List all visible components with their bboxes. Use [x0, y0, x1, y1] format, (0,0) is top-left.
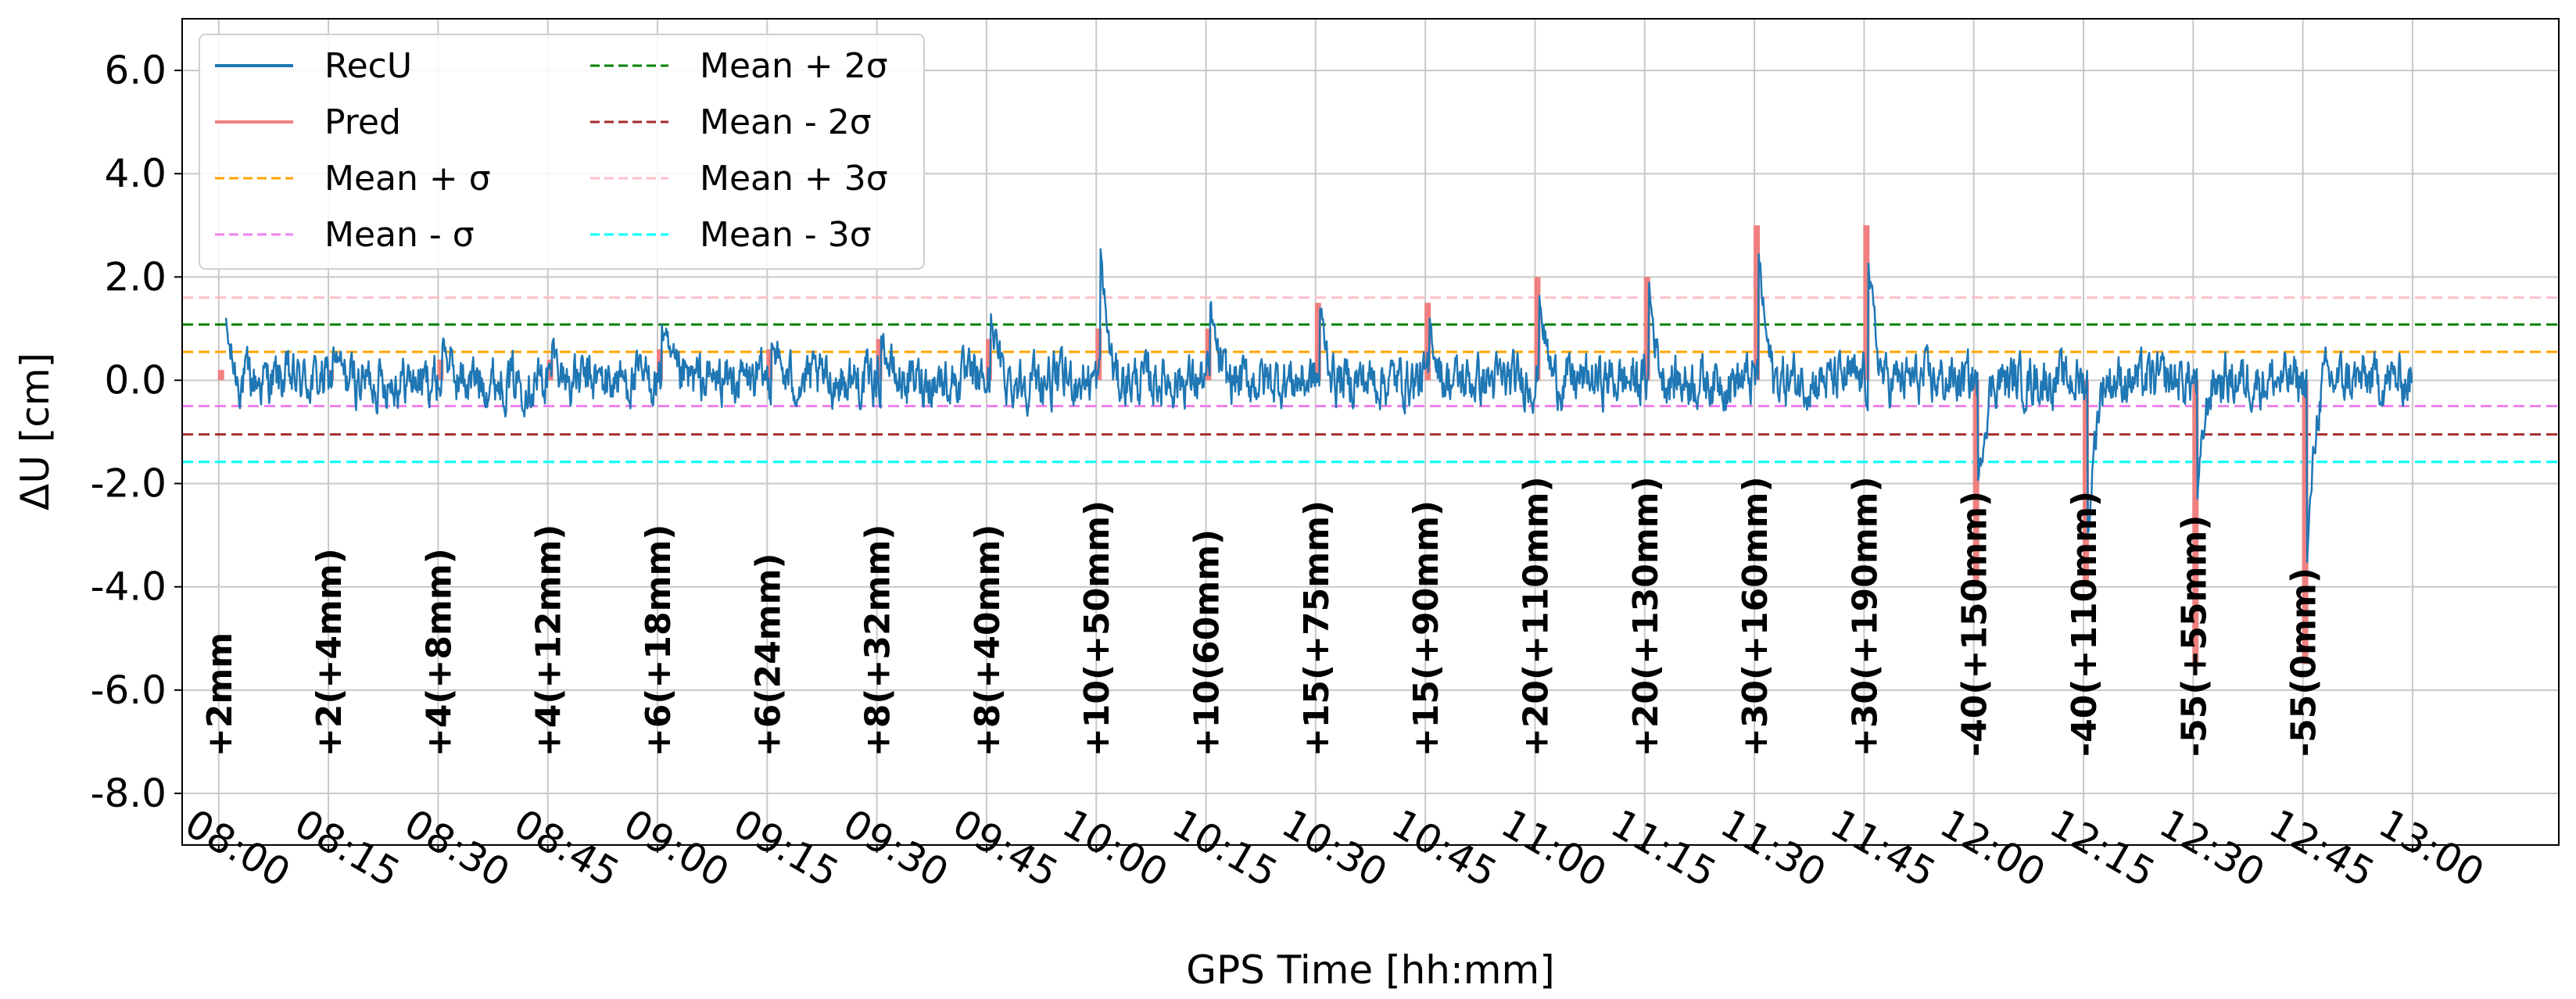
- y-tick-label: -6.0: [90, 668, 167, 713]
- legend-label: Mean + 2σ: [700, 46, 888, 86]
- pred-bar: [2083, 380, 2089, 587]
- event-label: +15(+90mm): [1406, 500, 1446, 757]
- pred-bar: [2302, 380, 2309, 664]
- pred-bar: [1754, 225, 1761, 381]
- recu-series: [224, 248, 2413, 564]
- pred-bar: [766, 349, 773, 381]
- y-tick-label: 0.0: [104, 357, 167, 403]
- event-label: +30(+160mm): [1736, 476, 1775, 757]
- event-label: -40(+110mm): [2065, 491, 2105, 757]
- legend-label: Mean - 3σ: [700, 215, 872, 255]
- pred-bar: [985, 338, 992, 381]
- y-tick-label: -4.0: [90, 564, 167, 610]
- pred-bar: [876, 338, 883, 381]
- event-label: +4(+8mm): [419, 548, 459, 757]
- event-label: +20(+110mm): [1516, 476, 1556, 757]
- legend-label: Mean + σ: [324, 159, 491, 199]
- pred-bar: [1643, 277, 1650, 381]
- recu-line: [224, 248, 2413, 564]
- legend-box: [199, 34, 925, 270]
- legend-label: Mean - 2σ: [700, 102, 872, 142]
- y-tick-label: 4.0: [104, 151, 167, 196]
- event-label: +4(+12mm): [529, 525, 569, 757]
- event-label: -55(+55mm): [2174, 515, 2214, 757]
- event-label: +6(+18mm): [639, 525, 679, 757]
- event-label: +2mm: [200, 632, 240, 757]
- reference-lines: [182, 296, 2559, 464]
- event-annotations: +2mm +2(+4mm) +4(+8mm) +4(+12mm) +6(+18mm) +6…: [200, 476, 2324, 757]
- legend-label: Mean + 3σ: [700, 159, 888, 199]
- event-label: -40(+150mm): [1955, 491, 1995, 757]
- event-label: +10(60mm): [1188, 529, 1227, 757]
- pred-bar: [1424, 303, 1431, 381]
- y-tick-label: -8.0: [90, 771, 167, 816]
- y-axis: 6.0 4.0 2.0 0.0 -2.0 -4.0 -6.0 -8.0: [90, 48, 182, 816]
- legend-label: RecU: [324, 46, 412, 86]
- y-axis-label: ΔU [cm]: [13, 353, 58, 510]
- event-label: +6(24mm): [748, 553, 788, 757]
- pred-bar: [1095, 328, 1102, 381]
- legend-label: Pred: [324, 102, 401, 142]
- y-tick-label: 6.0: [104, 48, 167, 93]
- pred-bar: [1972, 380, 1979, 587]
- pred-bar: [1314, 303, 1321, 381]
- plot-frame: [181, 18, 2560, 846]
- event-label: +2(+4mm): [310, 548, 349, 757]
- legend-label: Mean - σ: [324, 215, 475, 255]
- legend: RecU Pred Mean + σ Mean - σ Mean + 2σ Mean - …: [199, 34, 925, 270]
- event-label: +30(+190mm): [1845, 476, 1885, 757]
- event-label: +15(+75mm): [1297, 500, 1337, 757]
- y-tick-label: 2.0: [104, 254, 167, 299]
- pred-bar: [217, 370, 224, 381]
- event-label: +8(+32mm): [858, 525, 898, 757]
- event-label: +20(+130mm): [1626, 476, 1666, 757]
- event-label: +8(+40mm): [968, 525, 1008, 757]
- event-label: +10(+50mm): [1077, 500, 1117, 757]
- y-tick-label: -2.0: [90, 461, 167, 507]
- pred-bar: [2192, 380, 2199, 664]
- pred-bar: [1534, 277, 1541, 381]
- x-axis-label: GPS Time [hh:mm]: [1186, 947, 1554, 993]
- pred-bar: [1863, 225, 1870, 381]
- pred-bar: [437, 360, 444, 381]
- event-label: -55(0mm): [2284, 568, 2324, 757]
